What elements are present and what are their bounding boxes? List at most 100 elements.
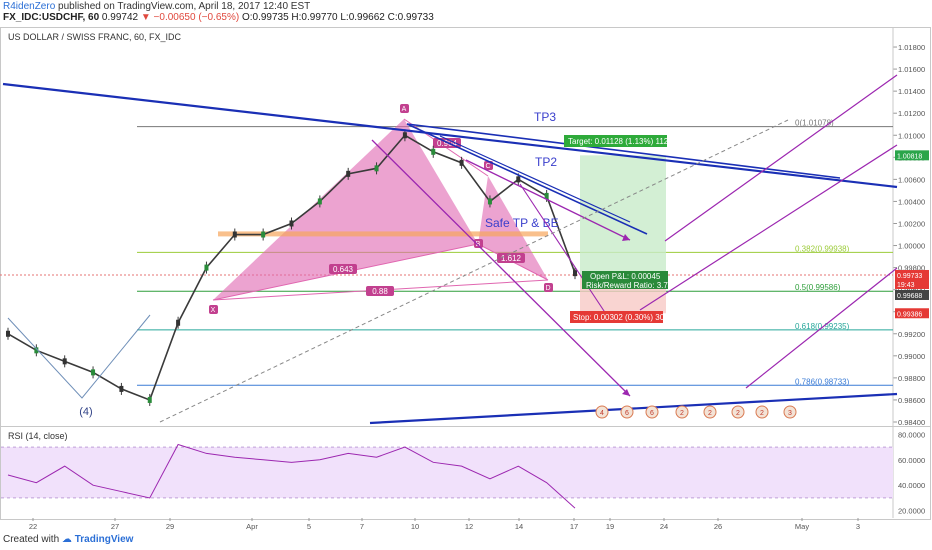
tradingview-brand[interactable]: TradingView — [74, 534, 134, 545]
target-label: Target: 0.01128 (1.13%) 112.8 — [568, 137, 675, 146]
x-axis-tick-label: 14 — [515, 522, 523, 531]
y-axis-tick-label: 0.98800 — [898, 374, 925, 383]
y-axis-tick-label: 0.99200 — [898, 330, 925, 339]
event-calendar-icon — [595, 405, 609, 419]
published-text: published on TradingView.com, April 18, … — [58, 1, 311, 12]
rsi-label: RSI (14, close) — [8, 431, 68, 441]
candle-body — [459, 159, 464, 166]
event-count-label: 2 — [680, 410, 684, 417]
price-axis-tag-label: 19:43 — [897, 282, 915, 289]
rsi-y-tick-label: 80.0000 — [898, 430, 925, 439]
x-axis-tick-label: 5 — [307, 522, 311, 531]
y-axis-tick-label: 1.00200 — [898, 219, 925, 228]
rr-label: Risk/Reward Ratio: 3.74 — [586, 281, 673, 290]
symbol-quote-line: FX_IDC:USDCHF, 60 0.99742 ▼ −0.00650 (−0… — [3, 12, 434, 23]
harmonic-ratio-badge — [497, 253, 525, 263]
harmonic-ratio-label: 0.904 — [437, 139, 458, 148]
price-axis-tag — [895, 308, 929, 319]
y-axis-tick-label: 1.00600 — [898, 175, 925, 184]
tp3-label: TP3 — [534, 110, 556, 124]
y-axis-tick-label: 0.98600 — [898, 396, 925, 405]
harmonic-point-label: D — [545, 285, 550, 292]
symbol-interval: FX_IDC:USDCHF, 60 — [3, 12, 100, 23]
x-axis-tick-label: 7 — [360, 522, 364, 531]
pnl-tag — [582, 271, 668, 289]
x-axis-tick-label: 26 — [714, 522, 722, 531]
lower-support-line — [369, 392, 898, 425]
x-axis-tick-label: 27 — [111, 522, 119, 531]
y-axis-tick-label: 0.98400 — [898, 418, 925, 427]
fib-level-label: 0.5(0.99586) — [795, 283, 841, 292]
x-axis-tick-label: 10 — [411, 522, 419, 531]
harmonic-ratio-label: 1.612 — [501, 254, 522, 263]
price-axis-tag — [895, 289, 929, 300]
harmonic-point-label: C — [485, 163, 490, 170]
pitchfork-upper — [664, 74, 898, 242]
price-axis-tag-label: 0.99688 — [897, 293, 922, 300]
safe-trendline — [439, 135, 631, 223]
candle-body — [261, 231, 266, 238]
candle-body — [119, 385, 124, 392]
x-axis-tick-label: May — [795, 522, 809, 531]
x-axis-tick-label: 17 — [570, 522, 578, 531]
fib-level-label: 0(1.01078) — [795, 119, 834, 128]
x-axis-tick-label: Apr — [246, 522, 258, 531]
ohlc-values: O:0.99735 H:0.99770 L:0.99662 C:0.99733 — [241, 12, 434, 23]
x-axis-tick-label: 24 — [660, 522, 668, 531]
stop-tag — [570, 311, 663, 323]
projection-arrow-1 — [371, 139, 631, 397]
rsi-y-tick-label: 40.0000 — [898, 481, 925, 490]
safe-tp-label: Safe TP & BE — [485, 216, 559, 230]
x-axis-tick-label: 3 — [856, 522, 860, 531]
y-axis-tick-label: 0.99800 — [898, 264, 925, 273]
candle-body — [289, 220, 294, 227]
elliott-wave-line — [7, 314, 151, 399]
target-tag — [564, 135, 667, 147]
candle-body — [147, 396, 152, 403]
x-axis-tick-label: 19 — [606, 522, 614, 531]
price-axis-tag — [895, 150, 929, 161]
main-trendline — [2, 82, 898, 189]
candle-body — [487, 198, 492, 205]
author-link[interactable]: R4idenZero — [3, 1, 56, 12]
consolidation-band — [218, 231, 548, 237]
candle-body — [62, 358, 67, 365]
event-count-label: 6 — [650, 410, 654, 417]
price-change: −0.00650 (−0.65%) — [153, 12, 240, 23]
footer: Created with ☁ TradingView — [3, 534, 133, 545]
harmonic-point-marker — [474, 239, 483, 248]
y-axis-tick-label: 1.01800 — [898, 43, 925, 52]
harmonic-ratio-label: 0.88 — [372, 287, 388, 296]
candle-body — [346, 170, 351, 177]
harmonic-point-marker — [400, 104, 409, 113]
candle-body — [516, 176, 521, 183]
event-count-label: 3 — [788, 410, 792, 417]
y-axis-tick-label: 1.01600 — [898, 65, 925, 74]
event-count-label: 4 — [600, 410, 604, 417]
price-axis-tag-label: 1.00818 — [897, 153, 922, 160]
candle-body — [317, 198, 322, 205]
y-axis-tick-label: 1.01400 — [898, 87, 925, 96]
y-axis-tick-label: 1.01000 — [898, 131, 925, 140]
event-count-label: 6 — [625, 410, 629, 417]
candle-body — [431, 148, 436, 155]
y-axis-tick-label: 0.99000 — [898, 352, 925, 361]
event-calendar-icon — [783, 405, 797, 419]
rsi-y-tick-label: 20.0000 — [898, 507, 925, 516]
price-axis-tag — [895, 269, 929, 280]
publisher-line: R4idenZero published on TradingView.com,… — [3, 1, 310, 12]
x-axis-tick-label: 29 — [166, 522, 174, 531]
price-axis-tag — [895, 278, 929, 289]
pitchfork-mid — [639, 144, 898, 311]
pnl-label: Open P&L: 0.00045 — [590, 272, 661, 281]
candle-body — [544, 192, 549, 199]
price-axis-tag-label: 0.99386 — [897, 311, 922, 318]
fib-level-label: 0.618(0.99235) — [795, 322, 850, 331]
chart-symbol-title: US DOLLAR / SWISS FRANC, 60, FX_IDC — [8, 32, 182, 42]
elliott-wave-label: (4) — [79, 406, 92, 418]
projection-arrowhead-icon — [622, 234, 630, 241]
fib-level-label: 0.382(0.99938) — [795, 244, 850, 253]
tradingview-logo-icon: ☁ — [61, 534, 72, 545]
tp3-trendline — [406, 123, 841, 179]
